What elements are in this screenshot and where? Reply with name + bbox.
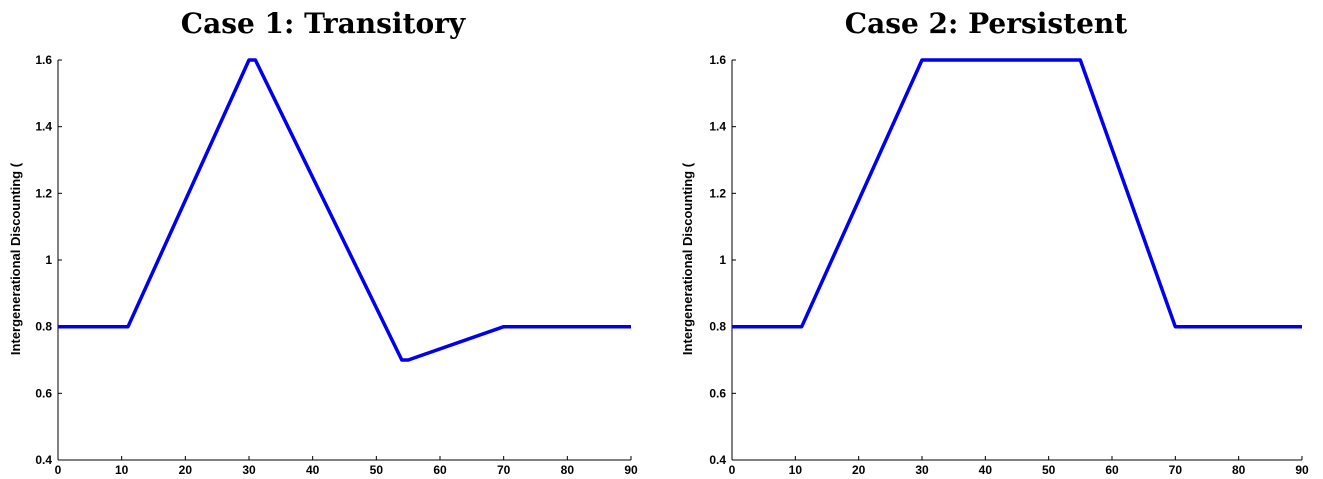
chart-case-2: Case 2: Persistent Intergenerational Dis… — [680, 7, 1309, 477]
y-axis-label: Intergenerational Discounting ( — [680, 162, 695, 355]
x-tick-label: 10 — [115, 463, 129, 477]
x-tick-label: 90 — [624, 463, 638, 477]
y-tick-label: 0.6 — [35, 386, 52, 400]
y-tick-label: 1 — [719, 253, 726, 267]
y-tick-label: 0.4 — [35, 453, 52, 467]
y-tick-label: 1.2 — [35, 186, 52, 200]
chart-title: Case 2: Persistent — [845, 7, 1127, 40]
tick-group: 0 10 20 30 40 50 60 70 80 90 0.4 0.6 0.8 1 1.2 1.4 1.6 — [709, 53, 1309, 477]
y-tick-label: 1 — [45, 253, 52, 267]
x-tick-label: 20 — [179, 463, 193, 477]
y-tick-label: 0.4 — [709, 453, 726, 467]
y-tick-label: 1.6 — [709, 53, 726, 67]
x-tick-label: 50 — [370, 463, 384, 477]
chart-title: Case 1: Transitory — [181, 7, 466, 40]
tick-group: 0 10 20 30 40 50 60 70 80 90 0.4 0.6 0.8 1 1.2 1.4 1.6 — [35, 53, 638, 477]
x-tick-label: 50 — [1042, 463, 1056, 477]
x-tick-label: 40 — [979, 463, 993, 477]
x-tick-label: 40 — [306, 463, 320, 477]
chart-case-1: Case 1: Transitory Intergenerational Dis… — [8, 7, 638, 477]
y-tick-label: 1.4 — [709, 120, 726, 134]
x-tick-label: 0 — [729, 463, 736, 477]
x-tick-label: 80 — [1232, 463, 1246, 477]
x-tick-label: 10 — [789, 463, 803, 477]
y-axis-label: Intergenerational Discounting ( — [8, 162, 23, 355]
x-tick-label: 30 — [242, 463, 256, 477]
x-tick-label: 60 — [1105, 463, 1119, 477]
x-tick-label: 60 — [433, 463, 447, 477]
x-tick-label: 20 — [852, 463, 866, 477]
x-tick-label: 0 — [55, 463, 62, 477]
series-line — [732, 58, 1302, 329]
x-tick-label: 30 — [915, 463, 929, 477]
x-tick-label: 70 — [1169, 463, 1183, 477]
y-tick-label: 1.4 — [35, 120, 52, 134]
y-tick-label: 1.2 — [709, 186, 726, 200]
x-tick-label: 80 — [561, 463, 575, 477]
x-tick-label: 70 — [497, 463, 511, 477]
y-tick-label: 0.8 — [35, 320, 52, 334]
y-tick-label: 0.6 — [709, 386, 726, 400]
y-tick-label: 0.8 — [709, 320, 726, 334]
series-line — [58, 58, 631, 362]
x-tick-label: 90 — [1295, 463, 1309, 477]
y-tick-label: 1.6 — [35, 53, 52, 67]
